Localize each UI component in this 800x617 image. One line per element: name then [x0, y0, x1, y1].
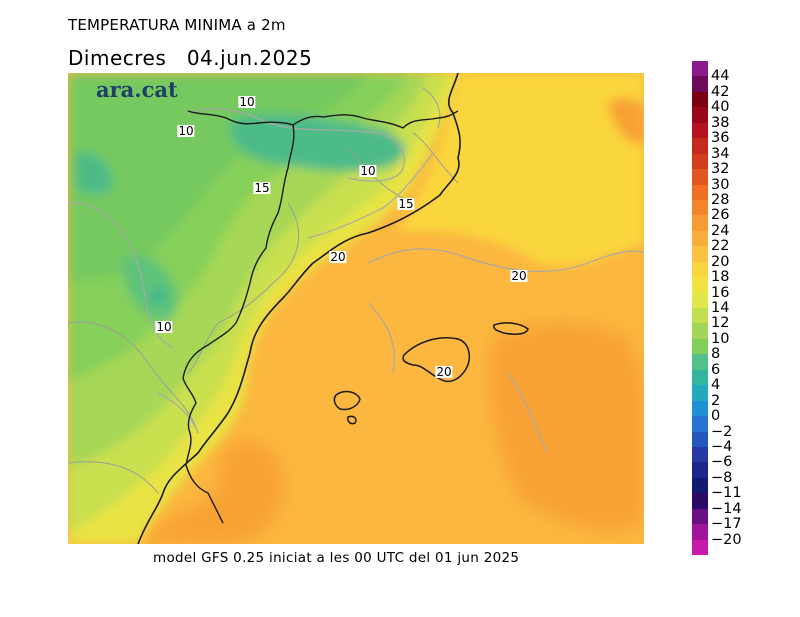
- legend-swatch: [692, 354, 708, 370]
- legend-tick-label: 14: [711, 300, 730, 316]
- legend-swatch: [692, 292, 708, 308]
- legend-tick-label: −11: [711, 485, 742, 502]
- balearic-islands: [333, 322, 529, 425]
- legend-tick-label: 0: [711, 408, 721, 425]
- legend-tick-label: 26: [711, 207, 730, 224]
- legend-swatch: [692, 323, 708, 339]
- legend-swatch: [692, 462, 708, 478]
- legend-tick-label: 36: [711, 130, 730, 147]
- formentera-island: [347, 415, 357, 425]
- legend-swatch: [692, 400, 708, 417]
- contour-label: 20: [510, 269, 528, 283]
- legend-swatch: [692, 107, 708, 123]
- legend-tick-label: −6: [711, 454, 733, 471]
- legend-swatch: [692, 431, 708, 447]
- legend-swatch: [692, 230, 708, 247]
- coastline: [137, 73, 461, 544]
- legend-swatch: [692, 446, 708, 463]
- legend-tick-label: 42: [711, 83, 730, 100]
- legend-swatch: [692, 524, 708, 540]
- contour-label: 10: [177, 124, 195, 138]
- menorca-island: [493, 322, 529, 335]
- legend-swatch: [692, 91, 708, 108]
- legend-swatch: [692, 122, 708, 139]
- legend-tick-label: 12: [711, 315, 730, 332]
- legend-swatch: [692, 169, 708, 185]
- mallorca-island: [402, 337, 471, 383]
- contour-label: 10: [238, 95, 256, 109]
- legend-swatch: [692, 261, 708, 278]
- legend-swatch: [692, 385, 708, 401]
- legend-tick-label: 16: [711, 284, 730, 301]
- legend-tick-label: 8: [711, 346, 721, 363]
- contour-label: 10: [155, 320, 173, 334]
- legend-tick-label: 24: [711, 222, 730, 239]
- legend-swatch: [692, 369, 708, 386]
- legend-swatch: [692, 277, 708, 293]
- legend-swatch: [692, 539, 708, 555]
- legend-tick-label: 28: [711, 191, 730, 208]
- legend-swatch: [692, 246, 708, 262]
- legend-tick-label: 4: [711, 377, 721, 394]
- legend-swatch: [692, 61, 708, 77]
- isotherm-lines: [68, 108, 644, 454]
- forecast-day: Dimecres: [68, 46, 167, 70]
- legend-swatch: [692, 477, 708, 494]
- contour-label: 20: [329, 250, 347, 264]
- legend-tick-label: 18: [711, 269, 730, 286]
- legend-swatch: [692, 199, 708, 216]
- legend-tick-label: −4: [711, 438, 733, 455]
- forecast-date-line: Dimecres 04.jun.2025: [68, 46, 312, 70]
- map-title: TEMPERATURA MINIMA a 2m: [68, 16, 286, 34]
- land-field: [68, 73, 458, 544]
- legend-swatch: [692, 416, 708, 432]
- legend-tick-label: 34: [711, 145, 730, 162]
- contour-label: 10: [359, 164, 377, 178]
- legend-tick-label: −17: [711, 516, 742, 533]
- legend-swatch: [692, 493, 708, 509]
- cool-sea-band: [398, 73, 644, 266]
- legend-swatch: [692, 76, 708, 92]
- legend-tick-label: 38: [711, 114, 730, 131]
- legend-tick-label: −14: [711, 500, 742, 517]
- legend-swatch: [692, 338, 708, 355]
- map-canvas: [68, 73, 644, 544]
- contour-label: 15: [397, 197, 415, 211]
- legend-swatch: [692, 508, 708, 525]
- forecast-date: 04.jun.2025: [186, 46, 313, 70]
- legend-tick-label: −8: [711, 469, 733, 486]
- contour-label: 15: [253, 181, 271, 195]
- legend-swatch: [692, 153, 708, 170]
- national-border: [182, 110, 459, 524]
- legend-tick-label: 20: [711, 253, 730, 270]
- legend-swatch: [692, 138, 708, 154]
- aracat-logo: ara.cat: [96, 77, 178, 102]
- legend-tick-label: 6: [711, 361, 721, 378]
- legend-swatch: [692, 308, 708, 324]
- legend-swatch: [692, 215, 708, 231]
- legend-tick-label: −20: [711, 531, 742, 548]
- legend-tick-label: 2: [711, 392, 721, 409]
- temperature-map: ara.cat 10 10 10 15 15 20 20 10 20: [68, 73, 644, 544]
- legend-tick-label: 44: [711, 68, 730, 85]
- legend-tick-label: 10: [711, 330, 730, 347]
- legend-tick-label: 30: [711, 176, 730, 193]
- legend-tick-label: 22: [711, 238, 730, 255]
- warm-sea-patches: [138, 323, 644, 544]
- model-run-footer: model GFS 0.25 iniciat a les 00 UTC del …: [153, 550, 520, 566]
- legend-tick-label: 40: [711, 99, 730, 116]
- legend-colorbar: [692, 61, 708, 555]
- legend-tick-label: −2: [711, 423, 733, 440]
- legend-swatch: [692, 184, 708, 200]
- ibiza-island: [333, 390, 361, 411]
- contour-label: 20: [435, 365, 453, 379]
- legend-tick-label: 32: [711, 161, 730, 178]
